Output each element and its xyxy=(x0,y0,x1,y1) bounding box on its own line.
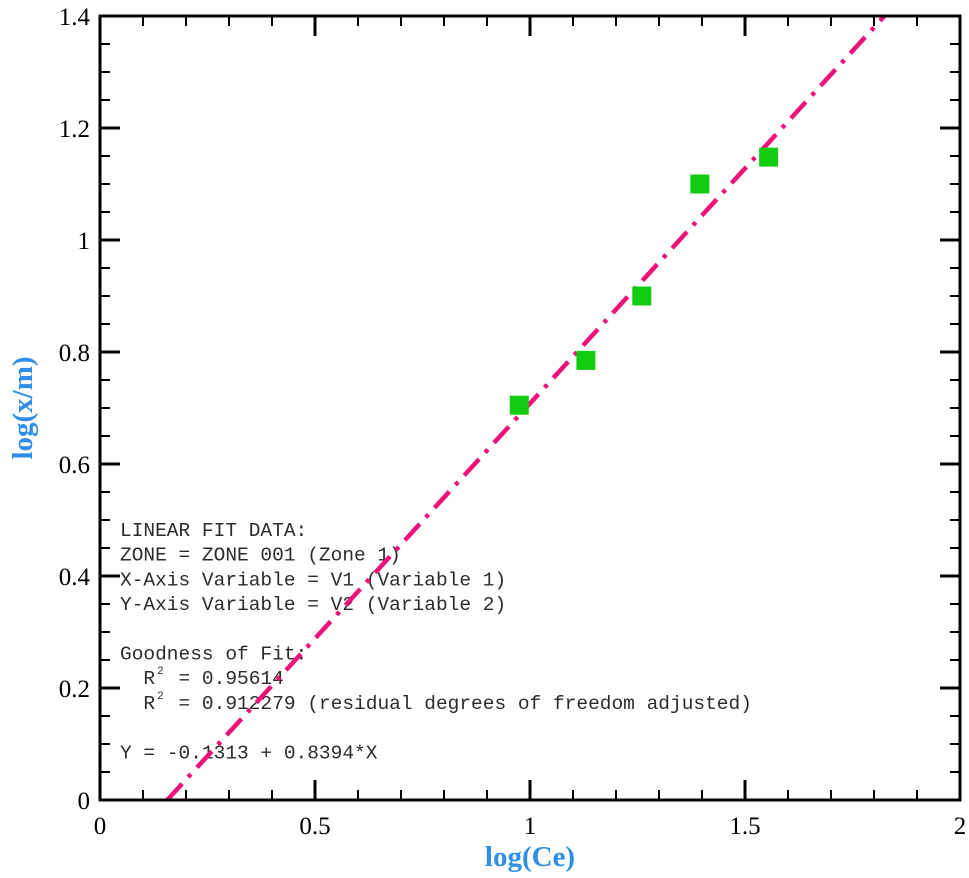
plot-frame xyxy=(98,14,962,802)
data-point xyxy=(690,174,710,194)
fit-annotation-line: R = 0.912279 (residual degrees of freedo… xyxy=(120,693,752,715)
tick-labels: 0 0.5 1 1.5 2 0 0.2 0.4 0.6 0.8 1 1.2 1.4 xyxy=(59,4,967,840)
fit-annotation-line: Goodness of Fit: xyxy=(120,644,307,666)
y-tick-label: 0.4 xyxy=(59,564,91,591)
fit-annotation-line: LINEAR FIT DATA: xyxy=(120,520,307,542)
y-tick-label: 0 xyxy=(78,788,91,815)
data-point xyxy=(576,350,596,370)
fit-annotation-line: Y = -0.1313 + 0.8394*X xyxy=(120,742,378,764)
x-tick-label: 2 xyxy=(954,813,967,840)
fit-annotation-line: Y-Axis Variable = V2 (Variable 2) xyxy=(120,594,506,616)
x-tick-label: 1 xyxy=(524,813,537,840)
y-tick-label: 1.4 xyxy=(59,4,91,31)
y-axis-title: log(x/m) xyxy=(7,356,39,459)
y-tick-label: 0.6 xyxy=(59,452,90,479)
fit-annotation-line: R = 0.95614 xyxy=(120,668,284,690)
r-squared-superscript: 2 xyxy=(157,691,164,703)
r-squared-superscript: 2 xyxy=(157,666,164,678)
fit-annotation-line: ZONE = ZONE 001 (Zone 1) xyxy=(120,545,401,567)
x-axis-title: log(Ce) xyxy=(485,841,575,873)
x-tick-label: 1.5 xyxy=(729,813,760,840)
y-tick-label: 1 xyxy=(78,228,91,255)
data-point xyxy=(509,395,529,415)
y-tick-label: 0.2 xyxy=(59,676,90,703)
data-point xyxy=(632,286,652,306)
x-tick-label: 0 xyxy=(94,813,107,840)
data-points xyxy=(509,147,779,415)
y-tick-label: 0.8 xyxy=(59,340,90,367)
x-tick-label: 0.5 xyxy=(299,813,330,840)
fit-annotation: LINEAR FIT DATA: ZONE = ZONE 001 (Zone 1)… xyxy=(120,520,752,764)
data-point xyxy=(759,147,779,167)
y-tick-label: 1.2 xyxy=(59,116,90,143)
fit-annotation-line: X-Axis Variable = V1 (Variable 1) xyxy=(120,569,506,591)
